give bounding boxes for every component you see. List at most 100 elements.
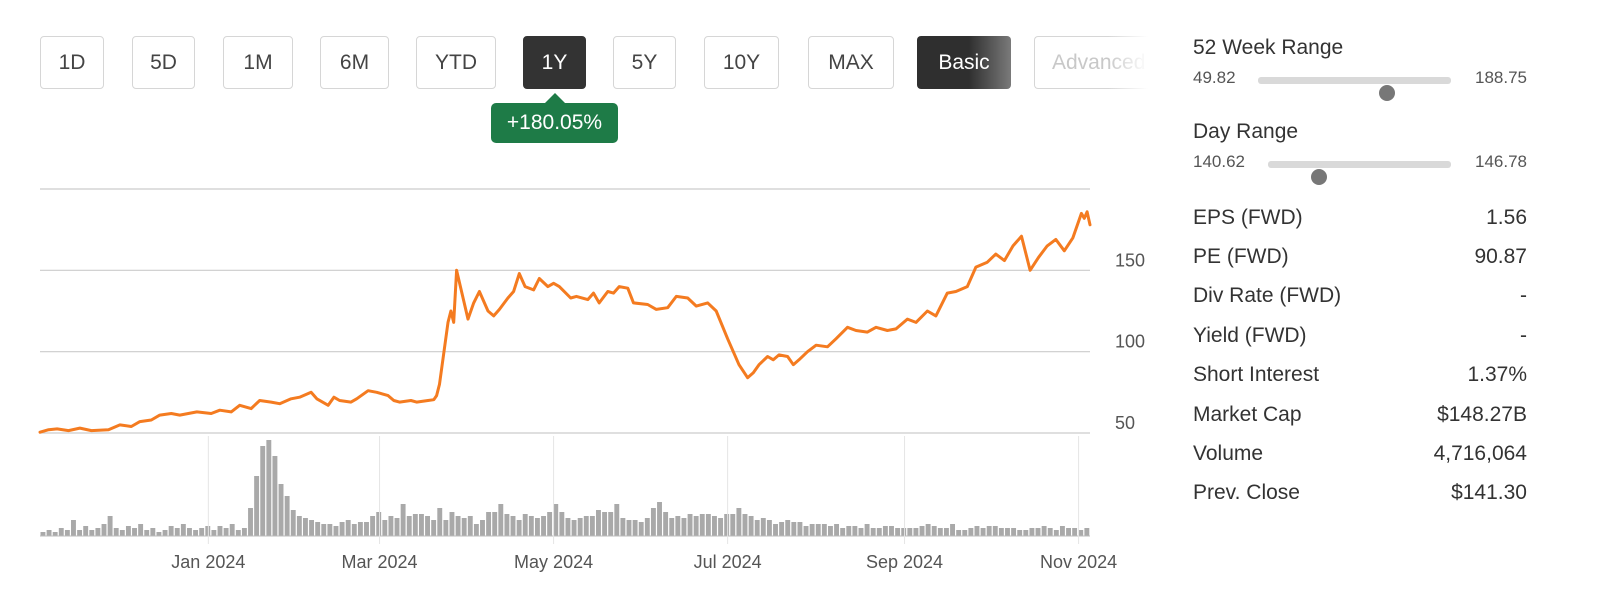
volume-bar <box>241 528 247 536</box>
stat-value: - <box>1520 284 1527 308</box>
volume-bar <box>602 512 608 536</box>
volume-bar <box>657 502 662 536</box>
period-button-5d[interactable]: 5D <box>132 36 195 89</box>
volume-bar <box>46 530 52 536</box>
volume-bar <box>650 508 656 536</box>
period-button-ytd[interactable]: YTD <box>416 36 496 89</box>
price-line <box>38 210 1092 434</box>
volume-bar <box>1047 528 1053 536</box>
volume-bar <box>779 522 785 536</box>
period-button-1m[interactable]: 1M <box>223 36 293 89</box>
volume-bar <box>156 532 162 536</box>
volume-bar <box>1011 528 1017 536</box>
volume-bar <box>95 528 101 536</box>
volume-bar <box>962 530 968 536</box>
volume-bar <box>52 532 58 536</box>
period-button-1y[interactable]: 1Y <box>523 36 586 89</box>
volume-bar <box>748 516 754 536</box>
period-button-6m[interactable]: 6M <box>320 36 389 89</box>
volume-bar <box>431 520 437 536</box>
volume-bar <box>559 512 565 536</box>
volume-bar <box>870 528 876 536</box>
volume-bar <box>913 528 919 536</box>
stat-label: Short Interest <box>1193 363 1320 387</box>
day-knob <box>1311 169 1328 185</box>
volume-bar <box>290 510 296 536</box>
volume-bar <box>773 524 778 536</box>
volume-bar <box>791 522 797 536</box>
volume-bar <box>351 524 357 536</box>
x-tick-label: Mar 2024 <box>342 552 418 572</box>
volume-bar <box>596 510 601 536</box>
period-button-max[interactable]: MAX <box>808 36 894 89</box>
volume-bar <box>583 516 589 536</box>
volume-bar <box>211 530 217 536</box>
volume-bar <box>113 528 119 536</box>
volume-bar <box>675 516 681 536</box>
volume-bar <box>925 524 931 536</box>
volume-bar <box>760 518 766 536</box>
volume-bar <box>333 526 339 536</box>
volume-bar <box>480 520 485 536</box>
volume-bar <box>644 518 650 536</box>
volume-bar <box>254 476 260 536</box>
volume-bar <box>907 528 913 536</box>
volume-bar <box>974 526 980 536</box>
volume-bar <box>296 516 302 536</box>
volume-bar <box>1084 528 1090 536</box>
volume-bar <box>412 514 418 536</box>
volume-bar <box>889 526 894 536</box>
volume-bar <box>766 520 772 536</box>
volume-bar <box>64 530 70 536</box>
volume-bar <box>498 504 504 536</box>
volume-bar <box>828 526 833 536</box>
week52-high: 188.75 <box>1475 68 1527 87</box>
volume-bar <box>950 524 955 536</box>
x-tick-label: Nov 2024 <box>1040 552 1117 572</box>
volume-bar <box>705 514 711 536</box>
price-chart: 50 100 150 Jan 2024 Mar 2024 May 2024 Jul 2024… <box>38 188 1145 572</box>
period-button-1d[interactable]: 1D <box>40 36 104 89</box>
volume-bar <box>1053 530 1059 536</box>
volume-bar <box>217 526 223 536</box>
volume-bar <box>425 516 430 536</box>
volume-bar <box>834 524 840 536</box>
period-button-5y[interactable]: 5Y <box>613 36 676 89</box>
volume-bar <box>730 514 736 536</box>
stat-row: PE (FWD) 90.87 <box>1193 237 1527 276</box>
volume-bar <box>882 526 888 536</box>
volume-bar <box>138 524 144 536</box>
volume-bar <box>162 530 168 536</box>
volume-bar <box>876 528 882 536</box>
volume-bar <box>901 528 907 536</box>
week52-range-bar: 49.82 188.75 <box>1193 64 1527 101</box>
week52-range: 52 Week Range 49.82 188.75 <box>1193 36 1527 101</box>
stat-label: Market Cap <box>1193 402 1302 426</box>
volume-bar <box>382 520 388 536</box>
day-low: 140.62 <box>1193 152 1245 171</box>
stat-value: $141.30 <box>1451 481 1527 505</box>
volume-bar <box>809 524 815 536</box>
volume-bar <box>785 520 791 536</box>
stat-value: 4,716,064 <box>1433 442 1527 466</box>
volume-bar <box>736 508 742 536</box>
volume-bar <box>669 518 675 536</box>
volume-bar <box>315 522 321 536</box>
period-button-10y[interactable]: 10Y <box>704 36 779 89</box>
volume-bar <box>852 526 858 536</box>
volume-bar <box>357 522 363 536</box>
volume-bar <box>821 524 827 536</box>
stat-value: 90.87 <box>1474 245 1527 269</box>
volume-bar <box>693 516 699 536</box>
mode-basic-button[interactable]: Basic <box>917 36 1011 89</box>
volume-bar <box>565 518 571 536</box>
volume-bar <box>931 526 937 536</box>
volume-bar <box>620 518 626 536</box>
volume-bar <box>803 526 809 536</box>
volume-bar <box>260 446 266 536</box>
volume-bar <box>858 528 864 536</box>
volume-bar <box>1078 530 1084 536</box>
volume-bar <box>394 518 400 536</box>
volume-bar <box>1017 530 1023 536</box>
stat-row: Yield (FWD) - <box>1193 316 1527 355</box>
